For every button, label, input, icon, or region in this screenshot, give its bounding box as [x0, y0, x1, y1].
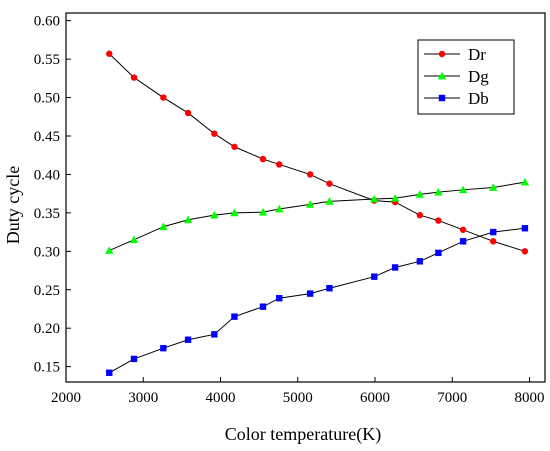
series-line [109, 227, 525, 374]
legend-item-dr: Dr [424, 45, 486, 64]
data-point [459, 226, 467, 233]
data-point [306, 290, 314, 297]
legend-label: Dr [468, 45, 486, 64]
axes: 2000 3000 4000 5000 6000 7000 8000 0.15 0.20 0.25… [34, 12, 546, 406]
data-point [370, 194, 379, 203]
data-point [159, 222, 168, 231]
data-point [231, 143, 238, 150]
legend: Dr Dg Db [417, 39, 515, 115]
data-point [211, 130, 218, 137]
data-point [416, 211, 424, 219]
data-point [276, 295, 283, 302]
data-point [490, 228, 497, 236]
y-tick-label: 0.30 [34, 244, 60, 260]
y-axis-label: Duty cycle [3, 166, 23, 244]
data-point [276, 161, 283, 168]
data-point [415, 190, 425, 198]
data-point [130, 74, 138, 81]
x-tick-label: 5000 [283, 390, 313, 406]
data-point [184, 336, 192, 343]
legend-marker [438, 94, 446, 102]
data-point [521, 248, 529, 255]
data-point [230, 208, 239, 217]
series-dr [106, 50, 529, 255]
y-tick-label: 0.55 [34, 52, 60, 68]
data-point [391, 264, 399, 271]
y-tick-label: 0.35 [34, 206, 60, 222]
data-point [416, 258, 424, 265]
data-point [275, 204, 284, 213]
data-point [520, 177, 530, 186]
data-point [326, 180, 333, 187]
data-point [160, 94, 167, 101]
y-tick-label: 0.25 [34, 283, 60, 299]
data-point [129, 235, 139, 244]
data-point [106, 50, 113, 57]
data-point [490, 238, 497, 245]
data-point [231, 313, 238, 320]
x-axis-label: Color temperature(K) [225, 424, 381, 445]
data-point [521, 225, 529, 232]
legend-label: Dg [468, 67, 489, 86]
data-point [489, 183, 498, 191]
x-tick-label: 7000 [437, 390, 467, 406]
data-point [390, 194, 400, 202]
data-point [259, 155, 267, 163]
data-point [183, 215, 193, 224]
legend-item-db: Db [424, 89, 489, 108]
data-point [459, 238, 467, 245]
x-tick-label: 2000 [51, 390, 81, 406]
y-tick-label: 0.15 [34, 360, 60, 376]
data-point [105, 246, 114, 254]
data-point [434, 187, 443, 196]
data-point [458, 185, 468, 194]
x-tick-label: 4000 [206, 390, 236, 406]
data-point [106, 369, 113, 376]
y-tick-label: 0.50 [34, 91, 60, 107]
data-point [326, 285, 333, 292]
y-tick-label: 0.40 [34, 167, 60, 183]
x-tick-label: 6000 [360, 390, 390, 406]
data-point [210, 210, 219, 219]
legend-box [417, 39, 515, 115]
x-tick-label: 8000 [515, 390, 545, 406]
data-point [258, 207, 268, 216]
series-layer [105, 50, 530, 376]
data-point [259, 303, 267, 310]
data-point [184, 109, 192, 117]
legend-item-dg: Dg [424, 67, 489, 86]
legend-label: Db [468, 89, 489, 108]
data-point [130, 355, 138, 363]
series-dg [105, 177, 530, 254]
plot-frame [65, 12, 546, 383]
data-point [325, 197, 334, 205]
series-db [106, 225, 529, 376]
data-point [435, 217, 442, 224]
x-tick-label: 3000 [128, 390, 158, 406]
data-point [371, 273, 378, 280]
y-tick-label: 0.20 [34, 321, 60, 337]
legend-marker [437, 71, 447, 80]
data-point [305, 200, 315, 208]
data-point [160, 344, 167, 352]
legend-marker [438, 50, 446, 58]
data-point [211, 331, 218, 338]
data-point [306, 171, 314, 178]
y-tick-label: 0.60 [34, 14, 60, 30]
y-tick-label: 0.45 [34, 129, 60, 145]
data-point [435, 249, 442, 257]
